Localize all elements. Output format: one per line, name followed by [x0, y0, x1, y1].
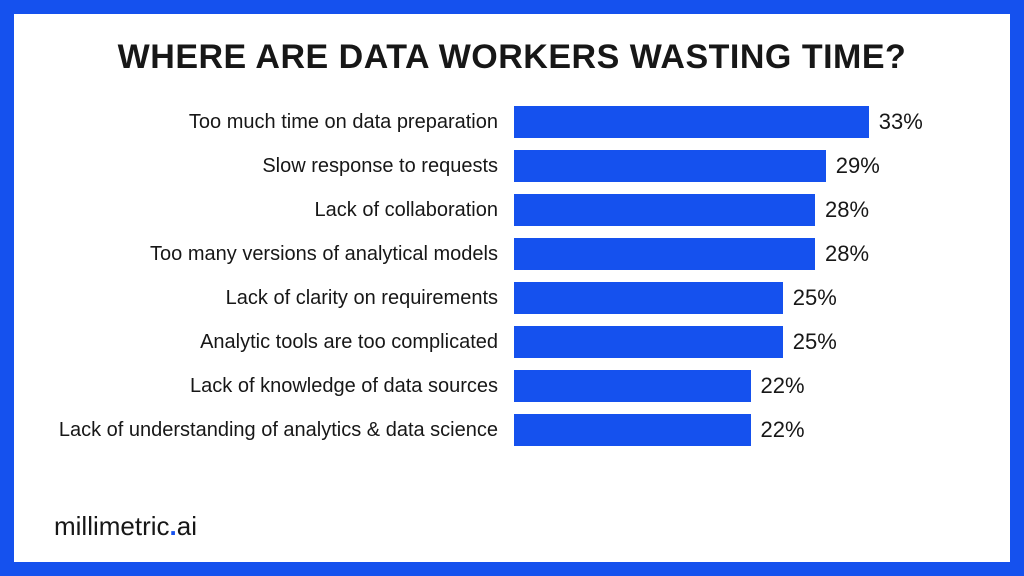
bar-area: 28%	[514, 238, 944, 270]
bar-area: 33%	[514, 106, 944, 138]
bar-label: Lack of understanding of analytics & dat…	[54, 419, 514, 442]
bar-row: Analytic tools are too complicated 25%	[54, 323, 970, 361]
bar-row: Lack of understanding of analytics & dat…	[54, 411, 970, 449]
bar-label: Too much time on data preparation	[54, 111, 514, 134]
bar-value: 22%	[761, 373, 805, 399]
bar	[514, 414, 751, 446]
bar-chart: Too much time on data preparation 33% Slow…	[54, 103, 970, 449]
bar-value: 33%	[879, 109, 923, 135]
bar	[514, 370, 751, 402]
bar-label: Lack of collaboration	[54, 199, 514, 222]
bar-value: 28%	[825, 241, 869, 267]
bar-area: 22%	[514, 414, 944, 446]
bar-area: 25%	[514, 326, 944, 358]
bar	[514, 150, 826, 182]
bar-value: 25%	[793, 285, 837, 311]
bar	[514, 326, 783, 358]
bar	[514, 282, 783, 314]
bar-value: 25%	[793, 329, 837, 355]
bar-value: 28%	[825, 197, 869, 223]
bar-label: Lack of knowledge of data sources	[54, 375, 514, 398]
brand-dot: .	[170, 511, 177, 542]
bar-area: 29%	[514, 150, 944, 182]
bar-row: Too much time on data preparation 33%	[54, 103, 970, 141]
bar	[514, 238, 815, 270]
bar-value: 22%	[761, 417, 805, 443]
brand-suffix-text: ai	[177, 511, 197, 542]
bar-row: Lack of knowledge of data sources 22%	[54, 367, 970, 405]
bar	[514, 106, 869, 138]
bar-label: Slow response to requests	[54, 155, 514, 178]
bar-area: 25%	[514, 282, 944, 314]
bar-row: Slow response to requests 29%	[54, 147, 970, 185]
bar	[514, 194, 815, 226]
bar-value: 29%	[836, 153, 880, 179]
bar-area: 28%	[514, 194, 944, 226]
bar-row: Too many versions of analytical models 28…	[54, 235, 970, 273]
chart-frame: WHERE ARE DATA WORKERS WASTING TIME? Too…	[0, 0, 1024, 576]
bar-label: Lack of clarity on requirements	[54, 287, 514, 310]
branding-logo: millimetric.ai	[54, 511, 197, 542]
bar-label: Analytic tools are too complicated	[54, 331, 514, 354]
bar-label: Too many versions of analytical models	[54, 243, 514, 266]
bar-row: Lack of collaboration 28%	[54, 191, 970, 229]
bar-area: 22%	[514, 370, 944, 402]
chart-title: WHERE ARE DATA WORKERS WASTING TIME?	[54, 38, 970, 77]
brand-main-text: millimetric	[54, 511, 170, 542]
bar-row: Lack of clarity on requirements 25%	[54, 279, 970, 317]
